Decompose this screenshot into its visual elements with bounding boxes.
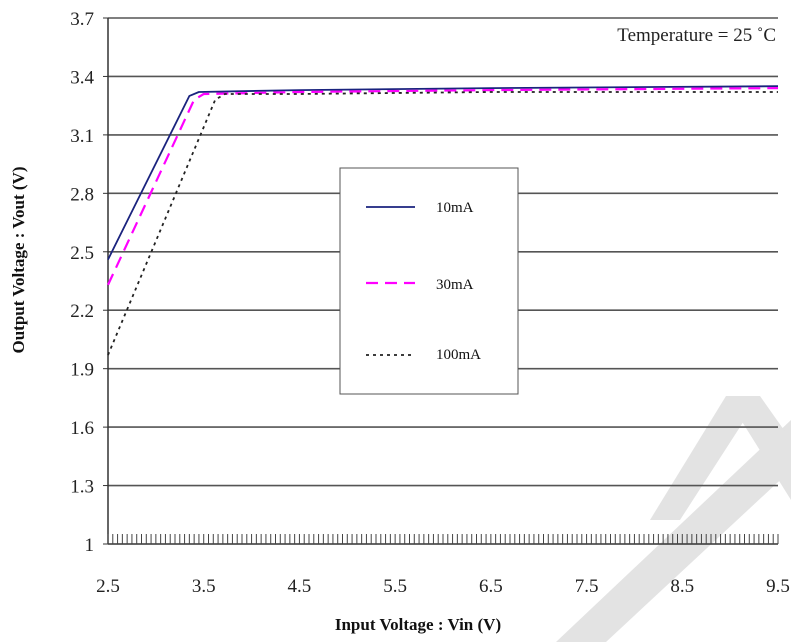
y-tick-label: 1.3	[70, 477, 94, 498]
y-tick-label: 2.8	[70, 184, 94, 205]
y-tick-label: 3.4	[70, 67, 94, 88]
y-axis-title: Output Voltage : Vout (V)	[9, 166, 28, 353]
x-tick-label: 4.5	[288, 576, 312, 597]
x-tick-label: 5.5	[383, 576, 407, 597]
x-tick-label: 8.5	[670, 576, 694, 597]
legend: 10mA 30mA 100mA	[339, 167, 519, 395]
series-lines	[107, 85, 779, 356]
y-tick-label: 2.5	[70, 243, 94, 264]
y-tick-label: 3.7	[70, 9, 94, 30]
x-axis-title: Input Voltage : Vin (V)	[335, 615, 501, 634]
axes	[103, 17, 779, 545]
y-tick-labels: 1 1.3 1.6 1.9 2.2 2.5 2.8 3.1 3.4 3.7	[70, 9, 94, 556]
x-tick-labels: 2.5 3.5 4.5 5.5 6.5 7.5 8.5 9.5	[96, 576, 790, 597]
y-tick-label: 1.9	[70, 360, 94, 381]
x-tick-label: 6.5	[479, 576, 503, 597]
y-tick-label: 3.1	[70, 126, 94, 147]
x-tick-label: 2.5	[96, 576, 120, 597]
watermark	[556, 396, 791, 642]
temperature-annotation: Temperature = 25 ˚C	[617, 25, 776, 46]
x-tick-label: 7.5	[575, 576, 599, 597]
y-tick-label: 1	[85, 535, 95, 556]
legend-label-30mA: 30mA	[436, 277, 474, 293]
legend-box	[339, 167, 519, 395]
x-tick-label: 3.5	[192, 576, 216, 597]
legend-label-10mA: 10mA	[436, 200, 474, 216]
grid	[108, 17, 778, 487]
y-tick-label: 1.6	[70, 418, 94, 439]
y-tick-label: 2.2	[70, 301, 94, 322]
series-line-10mA	[107, 85, 779, 261]
x-tick-label: 9.5	[766, 576, 790, 597]
legend-label-100mA: 100mA	[436, 347, 481, 363]
